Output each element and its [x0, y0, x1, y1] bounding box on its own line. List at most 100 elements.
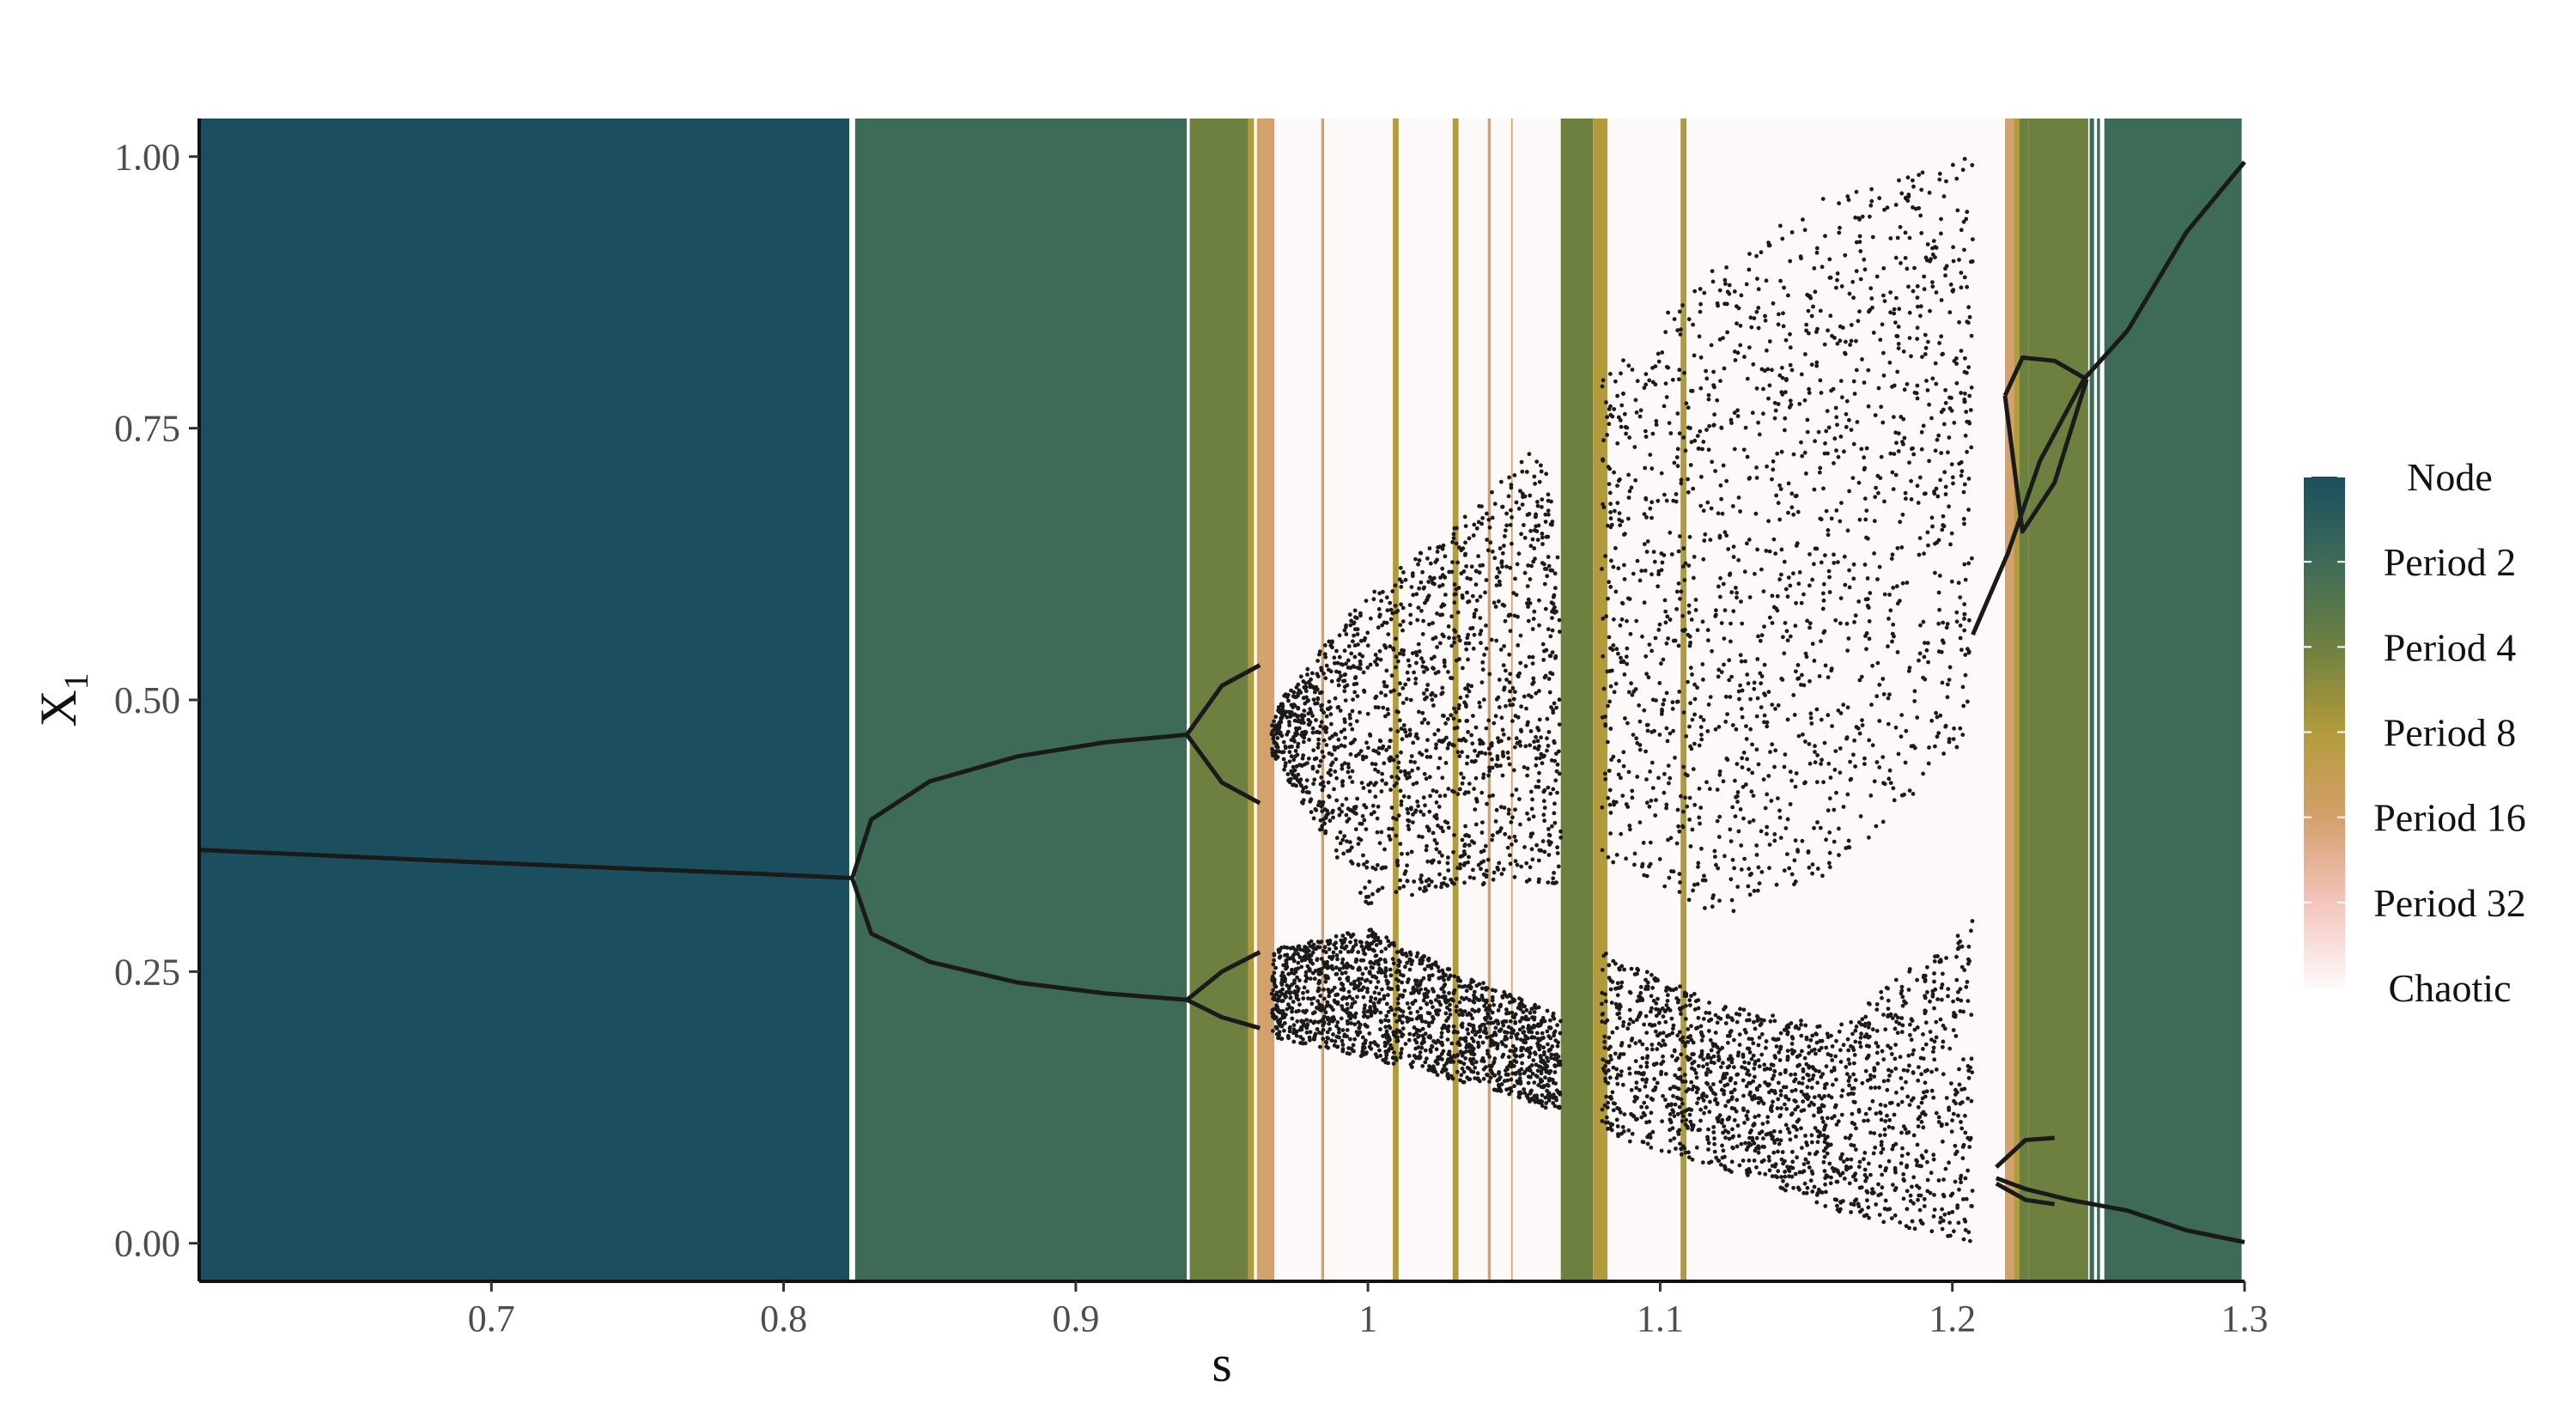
- scatter-point: [1463, 540, 1467, 545]
- scatter-point: [1625, 721, 1630, 726]
- scatter-point: [1675, 447, 1680, 452]
- scatter-point: [1698, 355, 1704, 360]
- scatter-point: [1396, 963, 1401, 968]
- scatter-point: [1788, 331, 1792, 337]
- scatter-point: [1508, 522, 1513, 527]
- scatter-point: [1423, 994, 1427, 1000]
- scatter-point: [1840, 395, 1844, 400]
- scatter-point: [1692, 438, 1698, 443]
- scatter-point: [1741, 447, 1747, 452]
- scatter-point: [1541, 1045, 1546, 1050]
- scatter-point: [1543, 520, 1548, 524]
- scatter-point: [1939, 649, 1944, 654]
- scatter-point: [1516, 551, 1522, 556]
- scatter-point: [1528, 729, 1534, 733]
- scatter-point: [1451, 536, 1456, 541]
- scatter-point: [1526, 563, 1530, 568]
- scatter-point: [1467, 781, 1472, 786]
- scatter-point: [1342, 689, 1347, 694]
- scatter-point: [1279, 982, 1285, 987]
- scatter-point: [1763, 318, 1768, 323]
- scatter-point: [1489, 1040, 1493, 1045]
- scatter-point: [1823, 234, 1827, 239]
- scatter-point: [1319, 666, 1323, 671]
- scatter-point: [1534, 529, 1540, 533]
- scatter-point: [1686, 610, 1692, 615]
- scatter-point: [1375, 816, 1380, 821]
- scatter-point: [1355, 694, 1360, 698]
- scatter-point: [1384, 1013, 1389, 1019]
- scatter-point: [1659, 661, 1663, 666]
- scatter-point: [1785, 852, 1789, 856]
- scatter-point: [1337, 654, 1342, 660]
- scatter-point: [1430, 577, 1435, 582]
- scatter-point: [1271, 988, 1276, 993]
- scatter-point: [1415, 951, 1420, 956]
- scatter-point: [1756, 306, 1761, 310]
- scatter-point: [1292, 718, 1297, 723]
- scatter-point: [1600, 567, 1604, 571]
- scatter-point: [1500, 550, 1505, 556]
- scatter-point: [1608, 831, 1613, 836]
- scatter-point: [1398, 788, 1403, 794]
- scatter-point: [1390, 1055, 1395, 1061]
- scatter-point: [1275, 745, 1280, 750]
- scatter-point: [1552, 811, 1557, 816]
- scatter-point: [1407, 950, 1413, 955]
- scatter-point: [1400, 580, 1404, 584]
- scatter-point: [1651, 550, 1656, 554]
- scatter-point: [1846, 838, 1851, 843]
- scatter-point: [1888, 290, 1893, 295]
- scatter-point: [1600, 384, 1605, 389]
- scatter-point: [1739, 867, 1744, 872]
- scatter-point: [1529, 1030, 1534, 1035]
- scatter-point: [1618, 418, 1623, 423]
- scatter-point: [1347, 848, 1352, 853]
- scatter-point: [1601, 378, 1606, 383]
- scatter-point: [1608, 727, 1613, 731]
- scatter-point: [1555, 1023, 1559, 1028]
- scatter-point: [1686, 477, 1690, 482]
- scatter-point: [1437, 850, 1442, 854]
- scatter-point: [1534, 690, 1539, 696]
- scatter-point: [1751, 362, 1756, 367]
- scatter-point: [1382, 1018, 1388, 1023]
- scatter-point: [1473, 725, 1479, 730]
- scatter-point: [1728, 695, 1733, 699]
- scatter-point: [1695, 434, 1700, 438]
- scatter-point: [1739, 843, 1744, 848]
- scatter-point: [1601, 505, 1607, 510]
- scatter-point: [1546, 677, 1552, 681]
- scatter-point: [1773, 408, 1778, 413]
- scatter-point: [1725, 330, 1729, 335]
- scatter-point: [1454, 876, 1459, 881]
- scatter-point: [1339, 674, 1343, 678]
- scatter-point: [1654, 798, 1658, 803]
- scatter-point: [1383, 1032, 1388, 1037]
- scatter-point: [1539, 751, 1544, 757]
- scatter-point: [1763, 693, 1768, 697]
- scatter-point: [1465, 761, 1469, 766]
- scatter-point: [1939, 231, 1943, 236]
- scatter-point: [1526, 1024, 1531, 1028]
- scatter-point: [1284, 709, 1289, 715]
- scatter-point: [1649, 572, 1654, 577]
- scatter-point: [1354, 1030, 1359, 1035]
- scatter-point: [1796, 581, 1801, 587]
- scatter-point: [1669, 552, 1674, 556]
- scatter-point: [1737, 696, 1741, 702]
- scatter-point: [1469, 759, 1474, 763]
- scatter-point: [1827, 850, 1832, 855]
- scatter-point: [1495, 1019, 1500, 1024]
- scatter-point: [1295, 975, 1299, 980]
- scatter-point: [1524, 470, 1529, 474]
- scatter-point: [1785, 717, 1790, 722]
- scatter-point: [1430, 1044, 1435, 1049]
- scatter-point: [1546, 1078, 1552, 1083]
- scatter-point: [1540, 532, 1545, 536]
- scatter-point: [1686, 563, 1692, 568]
- scatter-point: [1323, 654, 1328, 660]
- scatter-point: [1423, 967, 1427, 972]
- scatter-point: [1550, 616, 1554, 620]
- scatter-point: [1431, 1005, 1435, 1010]
